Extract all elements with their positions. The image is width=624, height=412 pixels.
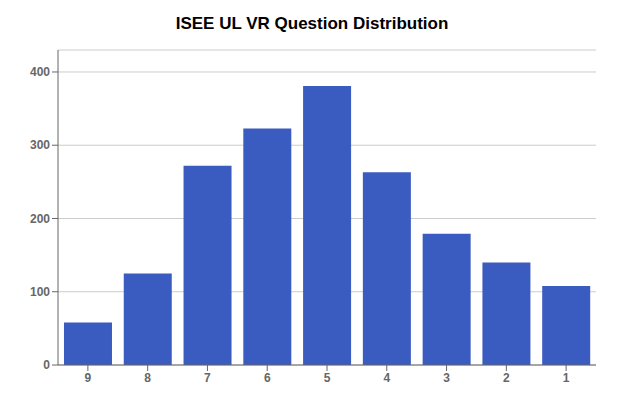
svg-text:9: 9: [85, 371, 92, 385]
svg-text:2: 2: [503, 371, 510, 385]
svg-text:6: 6: [264, 371, 271, 385]
html-text:ISEE UL VR Question Distributi: ISEE UL VR Question Distribution: [175, 14, 449, 33]
svg-text:300: 300: [30, 138, 50, 152]
svg-text:100: 100: [30, 285, 50, 299]
svg-text:3: 3: [443, 371, 450, 385]
svg-text:7: 7: [204, 371, 211, 385]
svg-text:5: 5: [324, 371, 331, 385]
svg-text:4: 4: [383, 371, 390, 385]
svg-text:8: 8: [144, 371, 151, 385]
svg-text:0: 0: [43, 358, 50, 372]
svg-text:200: 200: [30, 212, 50, 226]
svg-text:1: 1: [563, 371, 570, 385]
svg-text:400: 400: [30, 65, 50, 79]
